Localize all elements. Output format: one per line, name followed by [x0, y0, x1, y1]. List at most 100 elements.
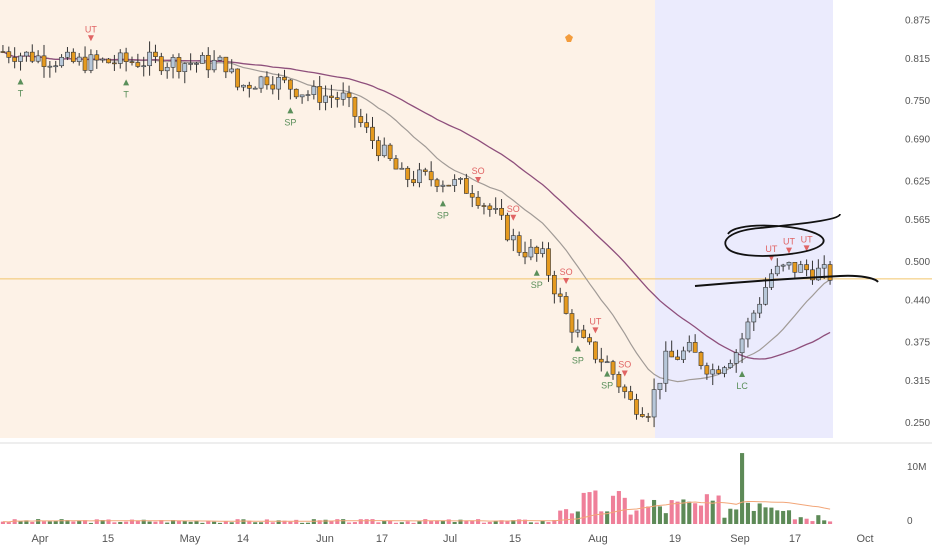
volume-bar [370, 519, 375, 524]
candle-body [774, 265, 780, 275]
volume-bar [804, 518, 809, 524]
axes: 0.875 0.815 0.750 0.690 0.625 0.565 0.500 0.440… [31, 15, 930, 545]
volume-bar [170, 520, 176, 524]
sell-signal-marker [510, 214, 517, 221]
price-tick-label: 0.250 [905, 418, 930, 429]
volume-bar [176, 520, 181, 524]
candle-body [182, 63, 188, 73]
volume-bar [393, 522, 399, 524]
volume-bar [622, 497, 627, 524]
candle-body [200, 55, 205, 64]
volume-bar [253, 522, 258, 524]
candle-body [675, 356, 680, 360]
candle-body [727, 363, 733, 368]
hand-drawn-support-line [694, 274, 879, 287]
volume-bar [499, 520, 504, 524]
volume-bar [200, 522, 205, 524]
volume-bar [740, 453, 745, 524]
volume-bar [640, 499, 645, 524]
volume-bar [681, 499, 686, 524]
candle-body [581, 329, 587, 338]
volume-bar [734, 509, 739, 524]
candle-body [293, 88, 299, 98]
candle-body [47, 65, 53, 68]
volume-bar [751, 510, 756, 524]
candle-body [499, 208, 504, 216]
volume-bar [493, 521, 498, 524]
candle-body [76, 56, 82, 62]
x-tick-label: Apr [31, 533, 48, 545]
price-tick-label: 0.690 [905, 134, 930, 145]
volume-bar [270, 522, 275, 524]
buy-signal-marker [533, 269, 540, 276]
volume-bar [458, 519, 463, 524]
candle-body [194, 63, 199, 65]
candle-body [229, 68, 235, 73]
volume-bar [745, 502, 750, 524]
sell-signal-marker [87, 35, 94, 42]
candle-body [686, 342, 692, 352]
candle-body [153, 51, 158, 57]
candle-body [53, 65, 59, 68]
sell-signal-label: UT [801, 234, 813, 244]
buy-signal-marker [17, 78, 24, 85]
candle-body [399, 167, 405, 170]
x-tick-label: 17 [789, 533, 801, 545]
volume-bar [810, 521, 815, 524]
volume-bar [182, 520, 187, 524]
volume-bar [528, 522, 533, 524]
candle-body [428, 171, 434, 181]
volume-bar [147, 521, 152, 524]
candle-body [305, 94, 311, 96]
candle-body [827, 264, 833, 281]
volume-bar [763, 507, 768, 524]
volume-bar [669, 500, 674, 524]
sell-signal-marker [803, 245, 810, 252]
volume-bar [540, 520, 545, 524]
candle-body [745, 321, 751, 340]
candle-body [317, 86, 323, 103]
candle-body [587, 337, 592, 343]
volume-bar [716, 495, 721, 524]
price-tick-label: 0.815 [905, 54, 930, 65]
volume-bar [575, 511, 580, 524]
candle-body [452, 179, 457, 186]
candle-body [516, 235, 522, 253]
volume-bar [59, 519, 64, 524]
volume-bar [264, 519, 269, 524]
buy-signal-label: T [123, 89, 129, 99]
volume-bar [335, 519, 340, 524]
candle-body [59, 57, 64, 67]
candle-body [792, 262, 798, 273]
candle-body [135, 62, 141, 67]
volume-bar [657, 506, 663, 524]
volume-bar [41, 521, 47, 524]
candle-body [757, 303, 763, 314]
volume-bar [757, 503, 762, 524]
candle-body [522, 252, 528, 258]
sell-signal-marker [592, 327, 599, 334]
volume-bar [294, 519, 299, 524]
candle-body [18, 55, 23, 62]
volume-bar [65, 520, 70, 524]
volume-bar [411, 522, 416, 524]
volume-bar [30, 521, 35, 524]
volume-bar [552, 520, 557, 524]
candle-body [815, 267, 821, 281]
candle-body [610, 361, 616, 375]
volume-bar [165, 522, 170, 524]
signal-markers: T UT T SP SP SO SO SP SO SP UT SP SO LC UT UT UT [17, 24, 813, 391]
buy-signal-marker [739, 371, 746, 378]
volume-bar [446, 519, 451, 524]
volume-bar [276, 520, 281, 524]
volume-bar [36, 519, 41, 524]
candle-body [704, 365, 710, 375]
price-tick-label: 0.565 [905, 215, 930, 226]
candle-body [528, 246, 534, 258]
volume-bar [569, 513, 575, 524]
candle-body [241, 84, 246, 88]
candle-body [381, 144, 387, 157]
x-tick-label: 14 [237, 533, 249, 545]
volume-bar [71, 521, 76, 524]
